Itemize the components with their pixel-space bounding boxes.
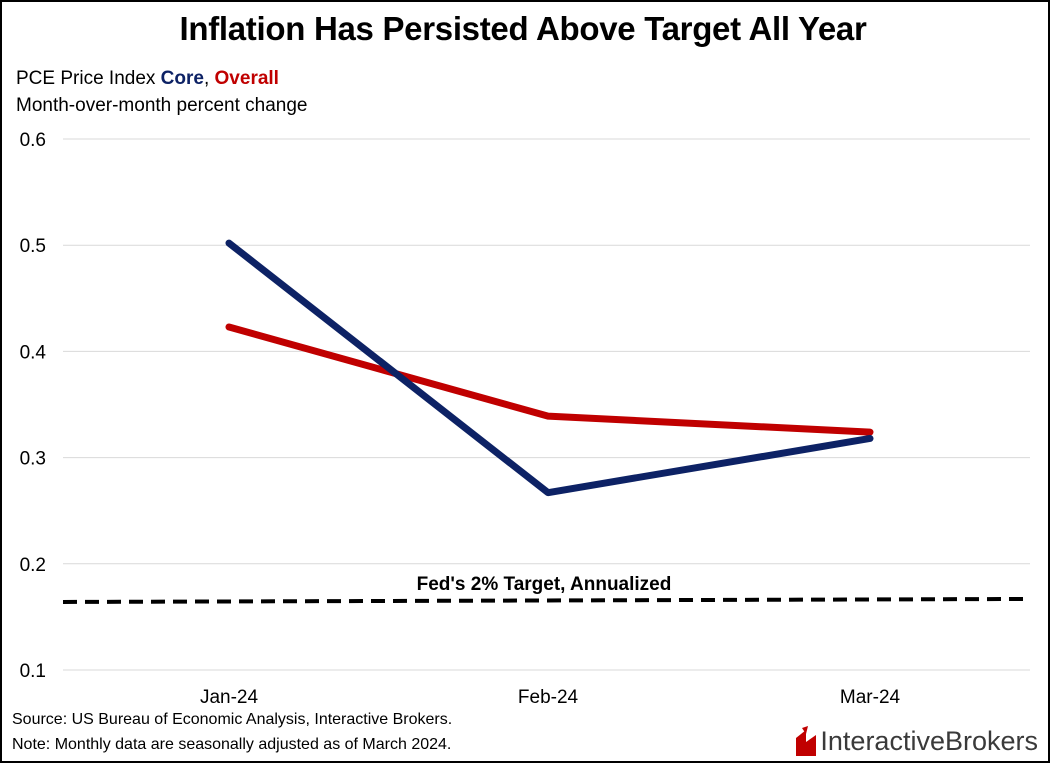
chart-subtitle: PCE Price Index Core, Overall [16, 68, 279, 90]
subtitle-separator: , [203, 68, 215, 89]
target-line-group: Fed's 2% Target, Annualized [62, 574, 1027, 604]
series-lines [225, 239, 874, 497]
subtitle-prefix: PCE Price Index [16, 68, 161, 89]
x-axis-ticks: Jan-24 Feb-24 Mar-24 [200, 687, 901, 708]
data-note: Note: Monthly data are seasonally adjust… [12, 736, 452, 753]
x-tick-label: Mar-24 [840, 687, 901, 708]
series-line-overall [225, 323, 874, 436]
x-tick-label: Feb-24 [518, 687, 579, 708]
logo-text-interactive: Interactive [820, 725, 945, 756]
source-note: Source: US Bureau of Economic Analysis, … [12, 711, 453, 728]
y-tick-label: 0.4 [20, 342, 47, 363]
y-tick-label: 0.6 [20, 130, 46, 151]
y-tick-label: 0.2 [20, 555, 46, 576]
grid-lines [63, 138, 1030, 671]
series-line-core [225, 239, 874, 497]
brokers-logo-icon [796, 726, 817, 756]
x-tick-label: Jan-24 [200, 687, 259, 708]
chart-title: Inflation Has Persisted Above Target All… [179, 10, 867, 47]
interactive-brokers-logo: Interactive Brokers [792, 724, 1038, 758]
legend-core: Core [160, 68, 204, 89]
legend-overall: Overall [214, 68, 279, 89]
y-tick-label: 0.3 [20, 449, 46, 470]
target-line [62, 596, 1027, 604]
y-tick-label: 0.1 [20, 661, 46, 682]
target-line-label: Fed's 2% Target, Annualized [417, 574, 672, 595]
y-tick-label: 0.5 [20, 236, 46, 257]
logo-text-brokers: Brokers [944, 725, 1038, 756]
chart-subtitle-units: Month-over-month percent change [16, 95, 308, 116]
y-axis-ticks: 0.1 0.2 0.3 0.4 0.5 0.6 [20, 130, 47, 682]
